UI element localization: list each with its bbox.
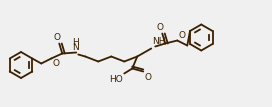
Text: H: H: [72, 37, 79, 47]
Text: HO: HO: [110, 76, 123, 85]
Text: NH: NH: [152, 36, 166, 45]
Text: O: O: [144, 73, 151, 82]
Text: N: N: [72, 42, 79, 51]
Text: O: O: [178, 30, 185, 39]
Text: O: O: [157, 24, 164, 33]
Text: O: O: [54, 33, 61, 42]
Text: O: O: [52, 59, 59, 68]
